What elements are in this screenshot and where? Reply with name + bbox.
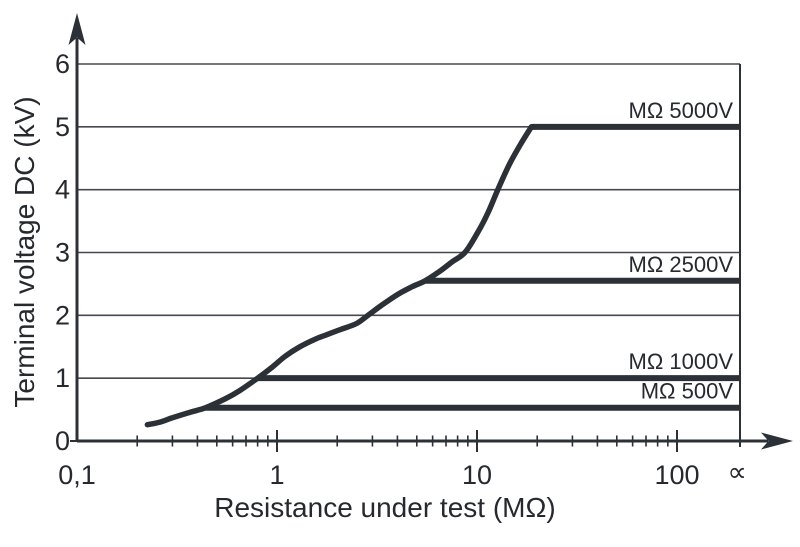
y-tick-label: 4 (55, 175, 70, 205)
y-tick-label: 1 (55, 363, 70, 393)
y-axis-arrow-icon (68, 13, 86, 45)
x-axis-arrow-icon (761, 432, 793, 450)
x-tick-label: 0,1 (58, 460, 96, 490)
series-label: MΩ 5000V (629, 98, 734, 123)
labels: 0,1 1 10 100 ∝ 0 1 2 3 4 5 6 MΩ 5000V MΩ 2500V MΩ 1000… (55, 49, 747, 490)
y-axis-title: Terminal voltage DC (kV) (9, 96, 40, 407)
series-label: MΩ 1000V (629, 349, 734, 374)
x-tick-label: 10 (462, 460, 492, 490)
axes (68, 13, 793, 450)
y-tick-label: 6 (55, 49, 70, 79)
rising-curve (144, 124, 535, 428)
x-tick-label: ∝ (728, 457, 747, 487)
series-label: MΩ 2500V (629, 252, 734, 277)
series-lines (144, 123, 740, 428)
y-tick-label: 3 (55, 238, 70, 268)
x-tick-label: 100 (654, 460, 699, 490)
x-tick-label: 1 (269, 460, 284, 490)
y-tick-label: 5 (55, 112, 70, 142)
series-label: MΩ 500V (641, 379, 734, 404)
y-tick-label: 0 (55, 426, 70, 456)
x-axis-title: Resistance under test (MΩ) (214, 492, 556, 523)
y-tick-label: 2 (55, 300, 70, 330)
